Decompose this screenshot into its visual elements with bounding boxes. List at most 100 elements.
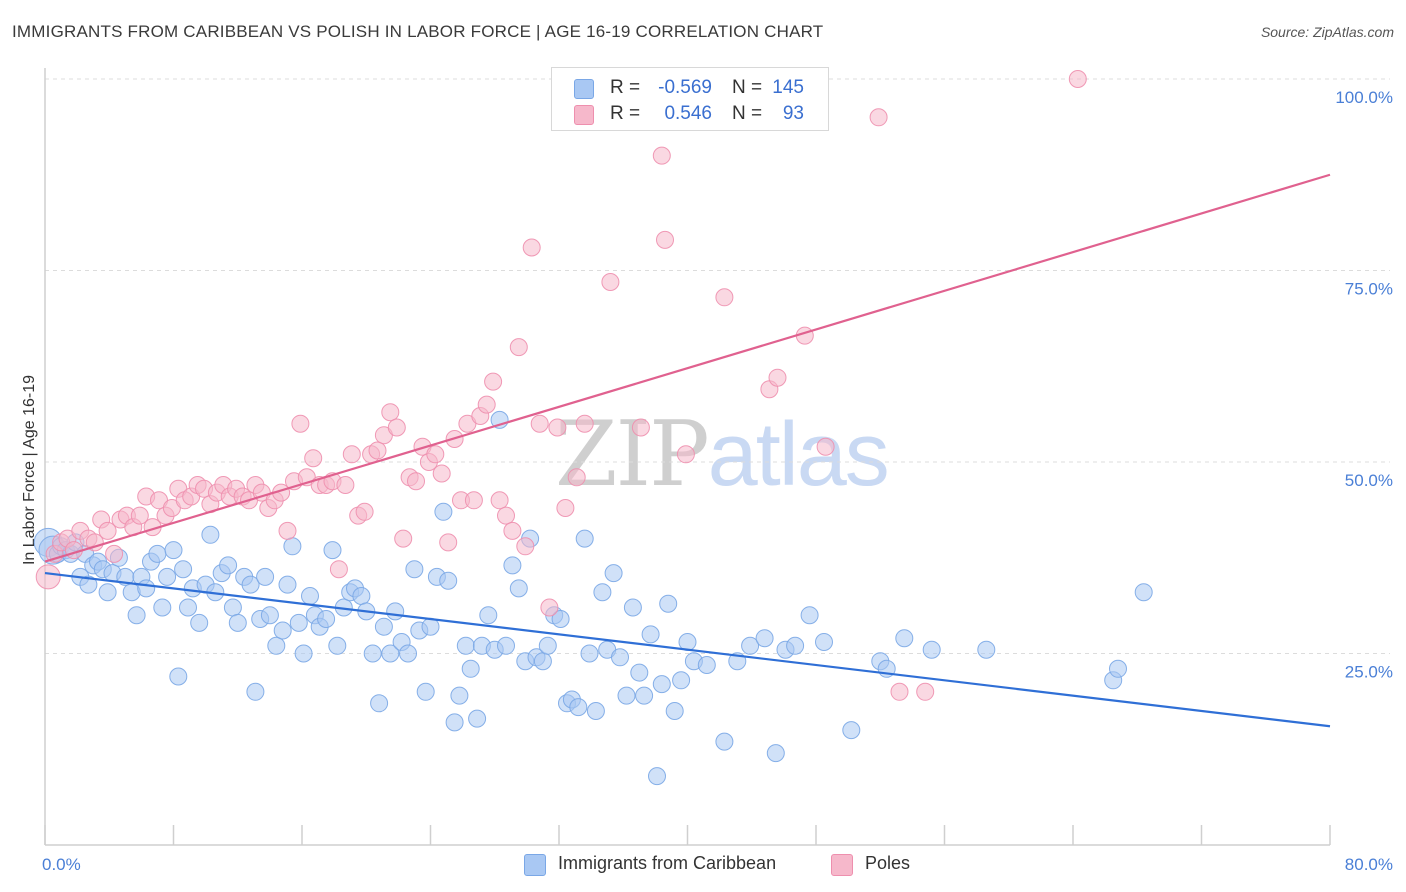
data-point <box>715 288 734 307</box>
data-point <box>468 709 487 728</box>
x-tick-label: 80.0% <box>1345 855 1393 874</box>
data-point <box>672 671 691 690</box>
data-point <box>169 667 188 686</box>
data-point <box>715 732 734 751</box>
data-point <box>522 238 541 257</box>
data-point <box>363 644 382 663</box>
data-point <box>741 636 760 655</box>
legend-label-caribbean: Immigrants from Caribbean <box>558 853 777 873</box>
data-point <box>130 506 149 525</box>
data-point <box>641 625 660 644</box>
data-point <box>426 445 445 464</box>
data-point <box>890 682 909 701</box>
trend-line <box>44 571 1331 728</box>
legend-row-caribbean: R = -0.569 N = 145 <box>552 75 828 101</box>
data-point <box>509 579 528 598</box>
data-point <box>228 613 247 632</box>
data-point <box>516 537 535 556</box>
watermark-atlas: atlas <box>707 405 890 505</box>
data-point <box>405 560 424 579</box>
data-point <box>617 686 636 705</box>
data-point <box>623 598 642 617</box>
chart-title: IMMIGRANTS FROM CARIBBEAN VS POLISH IN L… <box>12 22 824 41</box>
y-tick-label: 50.0% <box>1345 471 1393 490</box>
data-point <box>386 602 405 621</box>
y-tick-label: 25.0% <box>1345 663 1393 682</box>
data-point <box>697 656 716 674</box>
data-point <box>223 598 242 617</box>
series-legend: Immigrants from Caribbean Poles <box>0 851 1406 879</box>
x-tick-label: 0.0% <box>42 855 81 874</box>
data-point <box>800 606 819 625</box>
data-point <box>342 445 361 464</box>
data-point <box>484 372 503 391</box>
data-point <box>1068 70 1087 88</box>
data-point <box>336 476 355 494</box>
legend-n-label: N = <box>732 103 763 124</box>
watermark: ZIPatlas <box>555 402 890 507</box>
data-point <box>127 606 146 625</box>
data-point <box>304 449 323 468</box>
series-caribbean <box>33 410 1153 786</box>
data-point <box>105 544 124 563</box>
data-point <box>273 621 292 640</box>
data-point <box>278 521 297 540</box>
legend-r-label: R = <box>610 103 641 124</box>
data-point <box>497 636 515 655</box>
data-point <box>445 713 464 732</box>
data-point <box>540 598 559 617</box>
data-point <box>842 721 861 740</box>
data-point <box>648 767 666 786</box>
data-point <box>439 571 458 590</box>
data-point <box>461 659 480 678</box>
data-point <box>219 556 238 575</box>
legend-swatch-poles <box>574 105 594 125</box>
legend-row-poles: R = 0.546 N = 93 <box>552 101 828 127</box>
data-point <box>916 682 935 701</box>
grid-lines <box>45 78 1390 654</box>
data-point <box>676 445 695 464</box>
data-point <box>530 414 549 433</box>
data-point <box>368 441 387 460</box>
data-point <box>317 610 336 628</box>
data-point <box>1134 583 1153 602</box>
data-point <box>137 579 156 598</box>
data-point <box>456 636 475 655</box>
data-point <box>477 395 496 414</box>
data-point <box>85 533 104 552</box>
data-point <box>816 437 835 456</box>
y-tick-label: 75.0% <box>1345 280 1393 299</box>
data-point <box>786 636 805 655</box>
axes <box>44 68 1331 846</box>
legend-n-label: N = <box>732 77 763 98</box>
data-point <box>604 564 623 583</box>
legend-label-poles: Poles <box>865 853 911 873</box>
series-poles <box>35 70 1087 701</box>
data-point <box>416 682 435 701</box>
data-point <box>490 491 509 510</box>
legend-swatch-caribbean <box>574 79 594 99</box>
data-point <box>635 686 654 705</box>
y-tick-label: 100.0% <box>1335 88 1393 107</box>
data-point <box>256 567 275 586</box>
data-point <box>289 613 308 632</box>
data-point <box>355 502 374 521</box>
data-point <box>630 663 649 682</box>
data-point <box>329 560 348 579</box>
data-point <box>450 686 469 705</box>
legend-r-label: R = <box>610 77 641 98</box>
data-point <box>370 694 389 713</box>
legend-r-value: 0.546 <box>664 103 712 124</box>
data-point <box>977 640 996 659</box>
data-point <box>869 108 888 127</box>
data-point <box>399 644 417 663</box>
data-point <box>35 564 61 590</box>
legend-n-value: 145 <box>772 77 804 98</box>
data-point <box>432 464 451 483</box>
data-point <box>503 521 522 540</box>
data-point <box>656 230 674 249</box>
data-point <box>190 613 209 632</box>
data-point <box>323 541 342 560</box>
data-point <box>567 468 586 487</box>
data-point <box>569 698 588 717</box>
